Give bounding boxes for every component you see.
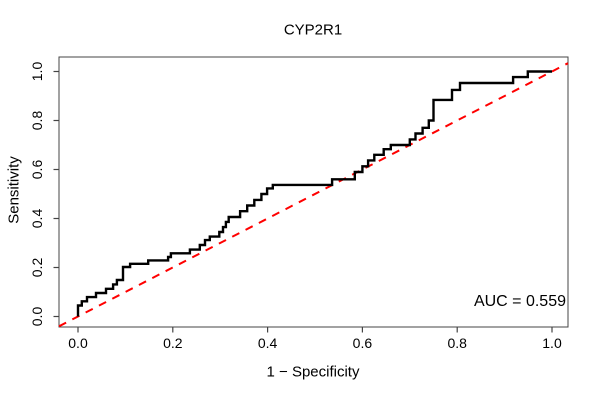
y-tick-label: 0.2 [29,258,45,278]
chance-line [58,62,569,328]
y-axis-label: Sensitivity [5,156,23,224]
x-axis-label: 1 − Specificity [266,363,360,381]
y-tick-label: 0.6 [29,160,45,180]
y-tick-label: 1.0 [29,62,45,82]
y-tick-label: 0.0 [29,307,45,327]
x-tick-label: 1.0 [542,335,562,351]
y-tick-label: 0.8 [29,111,45,131]
auc-annotation: AUC = 0.559 [473,293,566,310]
x-tick-label: 0.6 [353,335,373,351]
roc-curve-line [76,70,552,317]
chart-title: CYP2R1 [283,21,343,39]
x-tick-label: 0.8 [447,335,467,351]
y-tick-label: 0.4 [29,209,45,229]
x-tick-label: 0.4 [258,335,278,351]
x-tick-label: 0.2 [163,335,183,351]
x-tick-label: 0.0 [68,335,88,351]
plot-box [58,56,569,328]
